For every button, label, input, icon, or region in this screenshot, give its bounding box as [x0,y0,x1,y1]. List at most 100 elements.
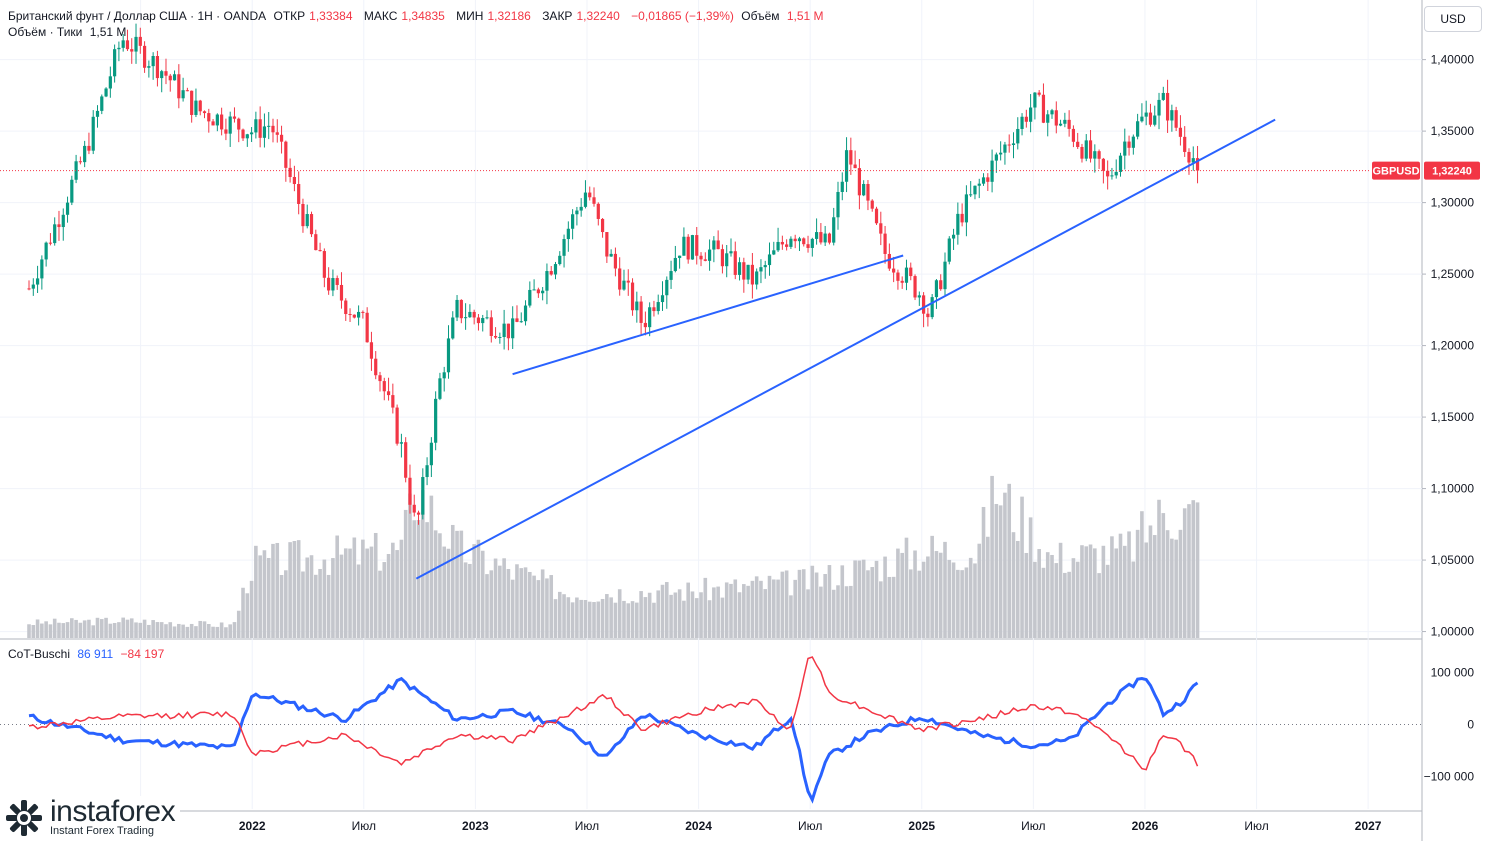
volume-bar [288,542,292,638]
volume-bar [219,622,224,638]
volume-bar [583,600,588,638]
volume-bar [776,579,780,638]
candle-body [1144,112,1148,117]
candle-body [814,232,819,239]
volume-bar [943,541,947,638]
candle-body [485,317,489,319]
volume-bar [1075,561,1080,638]
volume-bar [468,563,472,638]
candle-body [797,238,802,242]
volume-bar [348,548,352,638]
trendlines[interactable] [415,118,1276,580]
candle-body [883,233,887,254]
candle-body [318,250,322,252]
volume-bar [159,622,164,638]
candle-body [635,301,639,311]
volume-bar [857,560,862,638]
candle-body [648,307,652,328]
volume-bar [177,623,181,638]
candle-body [1148,112,1153,125]
cot-name: CoT-Buschi [8,647,71,661]
candle-body [1076,141,1080,147]
trendline[interactable] [512,254,904,376]
candle-body [91,116,95,151]
volume-bar [609,597,613,638]
candle-body [853,164,857,169]
candle-body [832,217,836,243]
price-tick-label: 1,25000 [1431,267,1475,281]
volume-bar [318,568,322,638]
candle-body [382,381,386,392]
candle-body [1067,119,1071,129]
volume-bar [87,619,91,638]
volume-bar [789,595,793,638]
candle-body [1024,116,1028,122]
volume-bar [31,625,36,638]
volume-bar [635,602,639,638]
cot-long-value: 86 911 [77,647,114,661]
candle-body [344,300,348,315]
volume-bar [296,540,301,638]
volume-bar [904,537,909,638]
candle-body [61,214,65,228]
volume-bar [194,626,198,638]
candle-body [1195,158,1200,171]
candle-body [986,177,990,182]
candle-body [917,295,921,298]
time-tick-label: 2023 [462,819,489,833]
volume-label: Объём [741,9,780,23]
high-label: МАКС [363,9,398,23]
volume-bar [814,572,819,638]
volume-bar [528,571,532,638]
candle-body [369,342,374,359]
candle-body [130,49,134,52]
candle-body [1016,128,1020,144]
volume-bar [1187,504,1191,638]
volume-bar [1003,492,1007,638]
candle-body [121,40,125,48]
volume-bar [973,563,977,638]
candle-body [1003,144,1007,153]
volume-bar [1101,545,1106,638]
volume-bar [498,565,502,638]
candle-body [515,318,519,322]
volume-bar [724,582,729,638]
candle-body [455,299,459,318]
candle-body [1153,115,1157,125]
candle-body [160,71,164,79]
volume-bar [990,475,994,638]
trendline[interactable] [415,118,1276,580]
candle-body [913,276,917,298]
candle-body [378,375,382,382]
candle-body [707,249,712,261]
candle-body [609,253,613,257]
candle-body [994,154,998,161]
candle-body [489,317,493,336]
currency-button[interactable]: USD [1424,6,1482,32]
volume-bar [224,627,228,638]
candle-body [1170,110,1174,121]
candle-body [1187,151,1191,163]
volume-bar [622,600,626,638]
candle-body [314,234,318,251]
candle-body [810,238,814,248]
volume-bar [309,555,314,638]
volume-bar [326,574,331,638]
volume-bar [168,622,173,638]
volume-bar [1178,529,1183,638]
candle-body [746,264,750,280]
volume-bar [1165,530,1170,638]
volume-bar [771,579,776,638]
volume-bar [553,599,558,638]
volume-bar [720,597,725,638]
candle-body [1157,99,1161,116]
volume-bar [1144,542,1148,638]
candle-body [267,125,271,127]
price-tick-label: 1,05000 [1431,553,1475,567]
volume-bar [403,509,408,638]
volume-bar [95,617,100,638]
candle-body [125,40,130,50]
volume-bar [373,532,378,638]
candle-body [1007,144,1011,146]
